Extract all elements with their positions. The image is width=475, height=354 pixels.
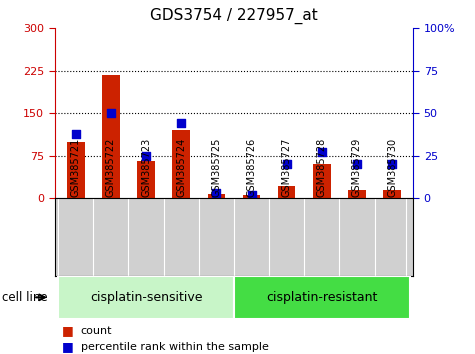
Point [318, 149, 326, 155]
Bar [67, 142, 85, 198]
Bar [243, 195, 260, 198]
Bar [208, 194, 225, 198]
Text: count: count [81, 326, 112, 336]
Text: cisplatin-resistant: cisplatin-resistant [266, 291, 378, 304]
Point [248, 192, 256, 198]
Bar [172, 130, 190, 198]
Title: GDS3754 / 227957_at: GDS3754 / 227957_at [150, 8, 318, 24]
Text: ■: ■ [62, 341, 74, 353]
Point [142, 153, 150, 159]
Point [283, 161, 291, 167]
Bar [278, 186, 295, 198]
Bar [313, 164, 331, 198]
Text: cisplatin-sensitive: cisplatin-sensitive [90, 291, 202, 304]
Bar [234, 276, 410, 319]
Point [177, 121, 185, 126]
Point [353, 161, 361, 167]
Point [72, 131, 79, 137]
Bar [383, 190, 401, 198]
Text: ■: ■ [62, 325, 74, 337]
Bar [102, 75, 120, 198]
Point [389, 161, 396, 167]
Text: percentile rank within the sample: percentile rank within the sample [81, 342, 269, 352]
Bar [348, 190, 366, 198]
Bar [137, 161, 155, 198]
Point [107, 110, 114, 116]
Text: cell line: cell line [2, 291, 48, 304]
Bar [58, 276, 234, 319]
Point [212, 190, 220, 196]
